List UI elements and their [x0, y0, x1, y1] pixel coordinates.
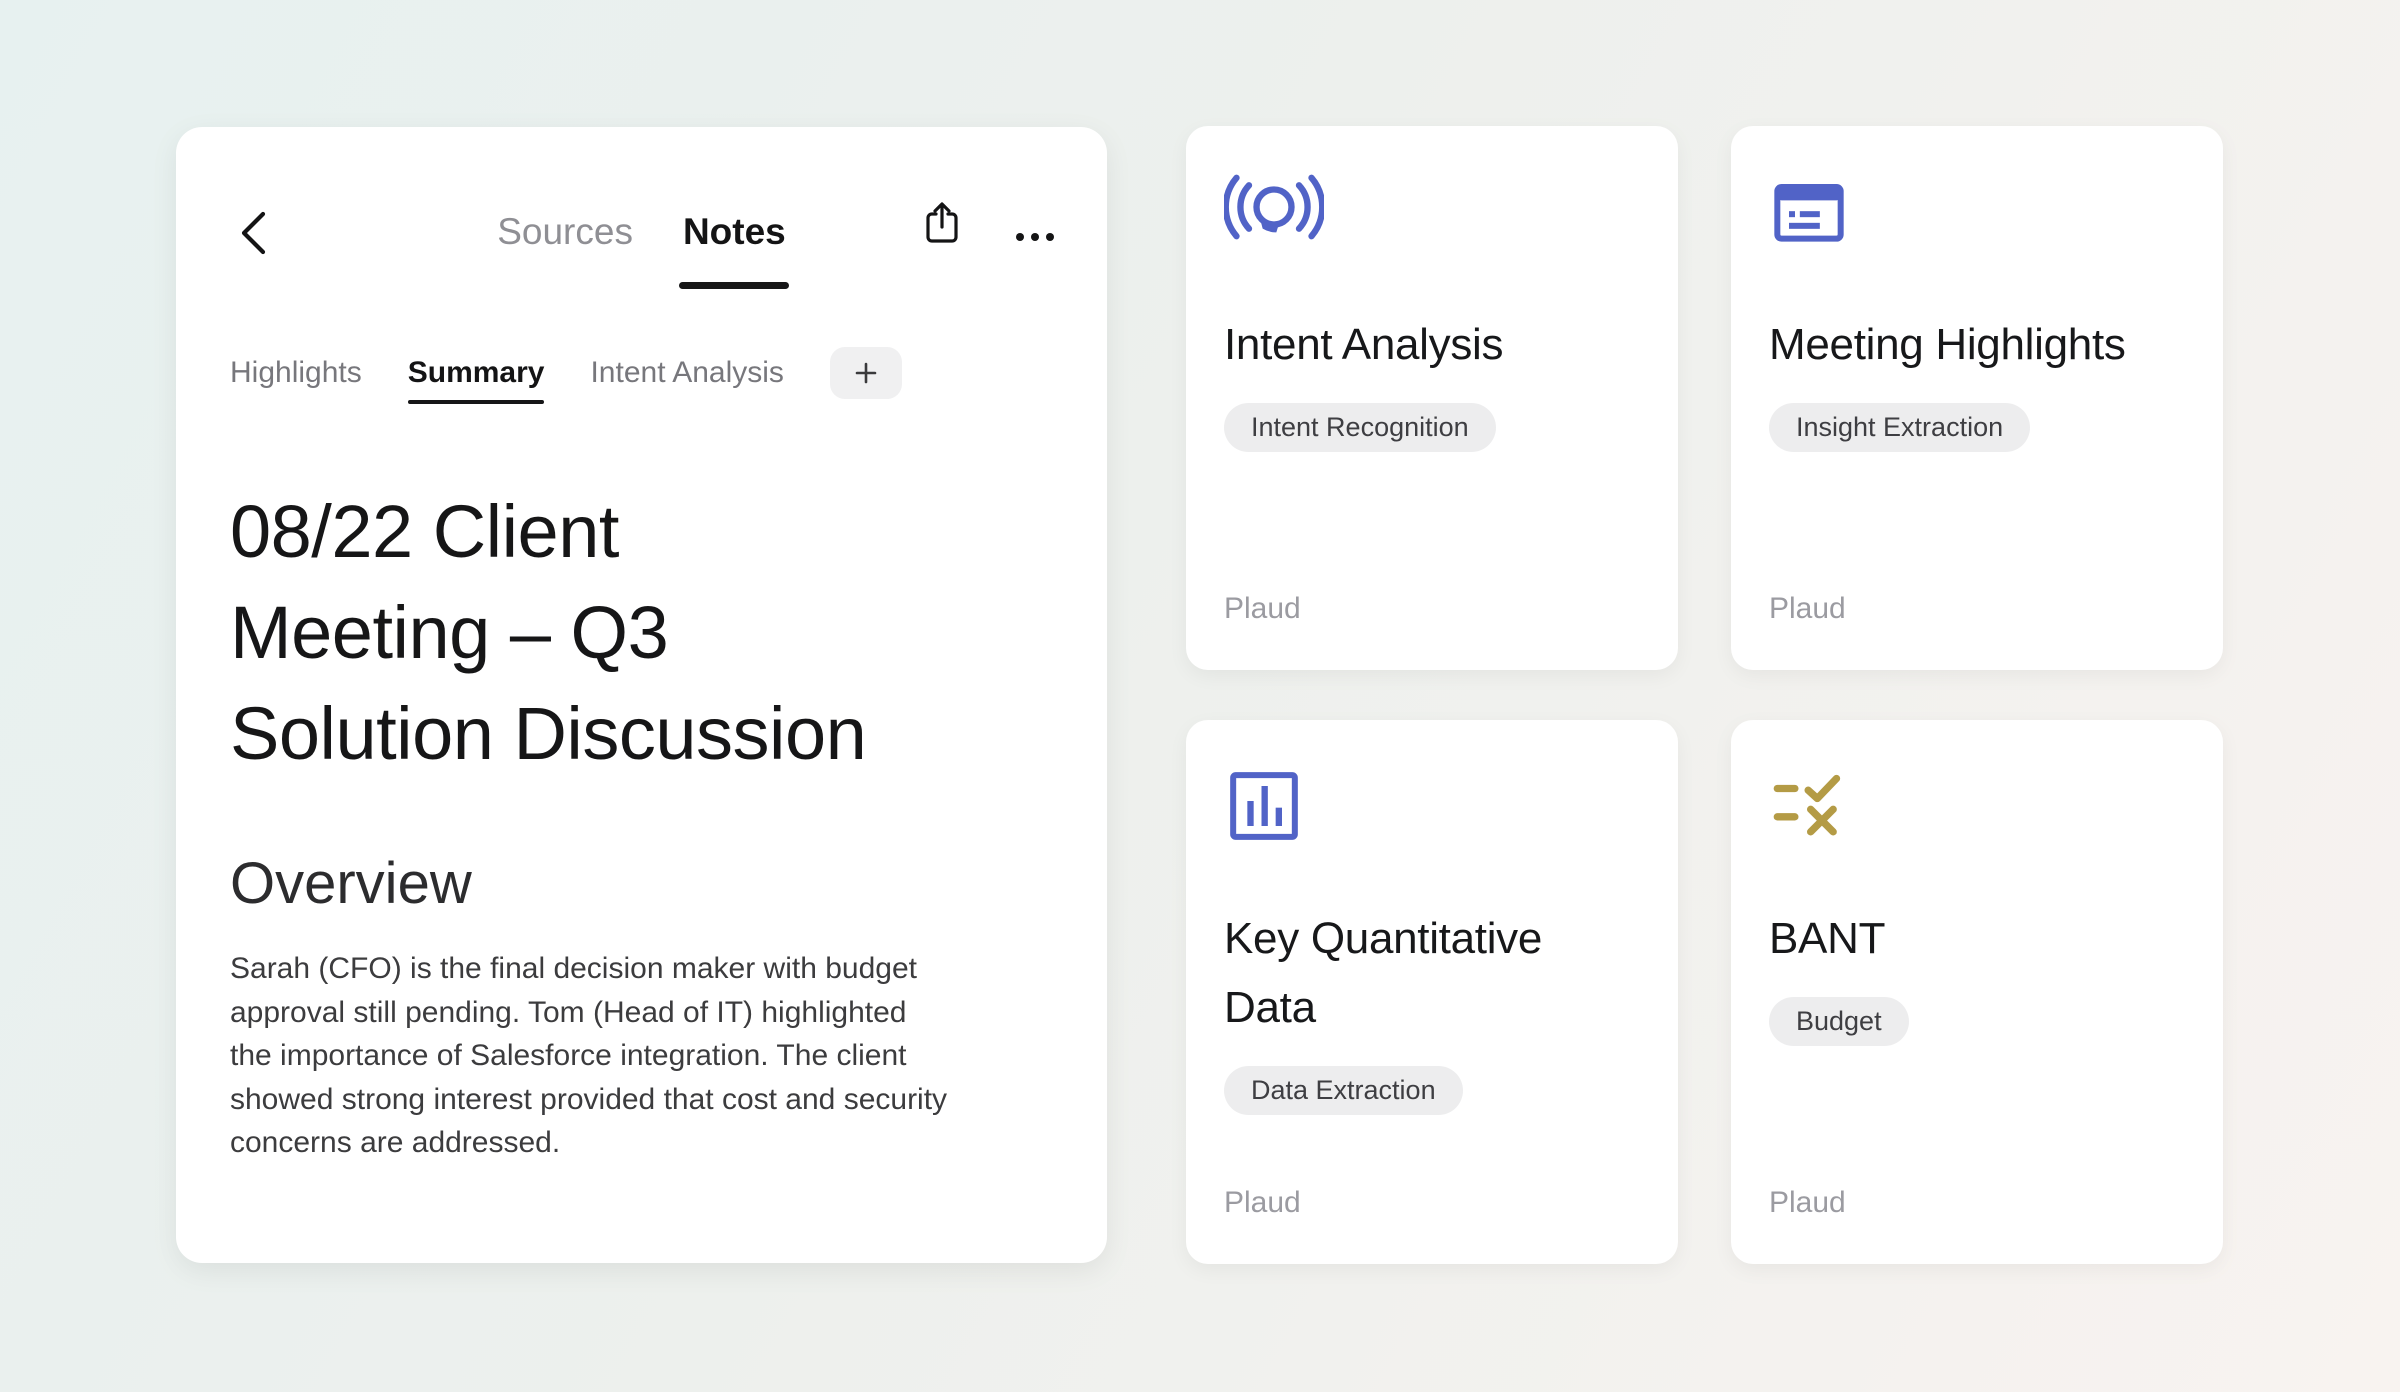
- tab-notes[interactable]: Notes: [679, 211, 790, 289]
- subtab-highlights[interactable]: Highlights: [230, 356, 362, 389]
- template-card-intent-analysis[interactable]: Intent Analysis Intent Recognition Plaud: [1186, 126, 1678, 670]
- subtab-active-underline: [407, 400, 545, 404]
- note-title-line: Solution Discussion: [230, 692, 867, 775]
- tab-active-underline: [679, 282, 790, 289]
- subtab-summary[interactable]: Summary: [407, 356, 545, 404]
- card-tag: Intent Recognition: [1224, 403, 1496, 452]
- card-icon-wrap: [1224, 172, 1640, 252]
- card-title: Intent Analysis: [1224, 320, 1504, 369]
- plus-icon: [855, 362, 877, 384]
- note-title-line: Meeting – Q3: [230, 591, 669, 674]
- card-content: Intent Analysis Intent Recognition: [1186, 126, 1678, 452]
- note-title: 08/22 Client Meeting – Q3 Solution Discu…: [230, 481, 1060, 784]
- card-source-label: Plaud: [1224, 592, 1301, 625]
- card-content: Meeting Highlights Insight Extraction: [1731, 126, 2223, 452]
- card-content: BANT Budget: [1731, 720, 2223, 1046]
- back-button[interactable]: [238, 209, 278, 257]
- card-source-label: Plaud: [1224, 1186, 1301, 1219]
- note-panel: Sources Notes Highlights Summary: [176, 127, 1107, 1263]
- card-source-label: Plaud: [1769, 592, 1846, 625]
- card-title: Meeting Highlights: [1769, 320, 2126, 369]
- note-title-line: 08/22 Client: [230, 490, 619, 573]
- share-button[interactable]: [925, 201, 959, 250]
- share-icon: [926, 202, 958, 243]
- subtab-summary-label: Summary: [407, 356, 545, 389]
- template-card-meeting-highlights[interactable]: Meeting Highlights Insight Extraction Pl…: [1731, 126, 2223, 670]
- card-icon-wrap: Key Quantitative Data Data Extraction: [1186, 720, 1678, 1115]
- card-icon-wrap: [1769, 172, 2185, 252]
- checklist-check-x-icon: [1773, 774, 1841, 836]
- card-icon-wrap: [1769, 766, 2185, 846]
- note-subtabs: Highlights Summary Intent Analysis: [176, 341, 1107, 405]
- card-tag: Data Extraction: [1224, 1066, 1463, 1115]
- bar-chart-icon: [1230, 772, 1298, 840]
- tab-notes-label: Notes: [682, 211, 786, 252]
- template-card-bant[interactable]: BANT Budget Plaud: [1731, 720, 2223, 1264]
- ellipsis-icon: [1016, 233, 1054, 241]
- card-icon-wrap: [1224, 766, 1640, 846]
- broadcast-bulb-icon: [1224, 174, 1324, 240]
- article-window-icon: [1774, 184, 1844, 242]
- add-tab-button[interactable]: [829, 347, 902, 399]
- header-tabs: Sources Notes: [176, 211, 1107, 289]
- chevron-left-icon: [241, 211, 266, 255]
- note-panel-header: Sources Notes: [176, 127, 1107, 295]
- subtab-intent-analysis[interactable]: Intent Analysis: [590, 356, 784, 389]
- card-tag: Budget: [1769, 997, 1909, 1046]
- more-options-button[interactable]: [1015, 229, 1055, 247]
- note-body-text: Sarah (CFO) is the final decision maker …: [230, 952, 948, 1159]
- card-title: Key Quantitative Data: [1224, 914, 1543, 1032]
- card-source-label: Plaud: [1769, 1186, 1846, 1219]
- section-heading: Overview: [230, 851, 472, 916]
- tab-sources[interactable]: Sources: [497, 211, 633, 252]
- card-tag: Insight Extraction: [1769, 403, 2031, 452]
- card-title: BANT: [1769, 914, 1886, 963]
- template-card-key-quantitative-data[interactable]: Key Quantitative Data Data Extraction Pl…: [1186, 720, 1678, 1264]
